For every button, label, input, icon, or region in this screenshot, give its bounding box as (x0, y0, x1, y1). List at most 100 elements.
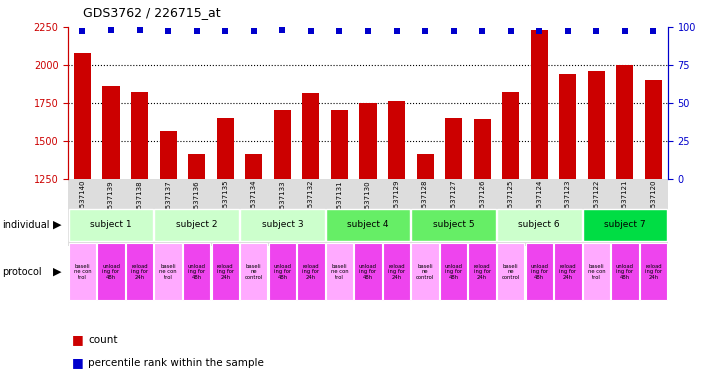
Point (162, 28, 174, 35)
Text: subject 2: subject 2 (176, 220, 218, 229)
Bar (297, 243, 325, 300)
Text: subject 5: subject 5 (433, 220, 475, 229)
Point (248, 28, 259, 35)
Bar (74, 53, 91, 368)
Text: unload
ing for
48h: unload ing for 48h (359, 264, 377, 280)
Bar (98, 243, 125, 300)
Text: reload
ing for
24h: reload ing for 24h (217, 264, 234, 280)
Bar (645, 80, 662, 368)
Bar (559, 74, 577, 368)
Bar (269, 243, 296, 300)
Bar (611, 243, 638, 300)
Point (648, 28, 659, 35)
Point (391, 28, 402, 35)
Bar (388, 101, 405, 368)
Bar (212, 243, 239, 300)
Point (106, 27, 117, 33)
Text: count: count (88, 335, 118, 345)
Point (477, 28, 488, 35)
Text: reload
ing for
24h: reload ing for 24h (388, 264, 405, 280)
Bar (502, 92, 519, 368)
Bar (616, 65, 633, 368)
Text: subject 7: subject 7 (604, 220, 645, 229)
Text: subject 1: subject 1 (90, 220, 132, 229)
Text: unload
ing for
48h: unload ing for 48h (531, 264, 549, 280)
Point (591, 28, 602, 35)
Point (448, 28, 460, 35)
Bar (331, 110, 348, 368)
Bar (497, 243, 524, 300)
Bar (360, 103, 376, 368)
Bar (188, 154, 205, 368)
Point (276, 27, 288, 33)
Text: baseli
ne
control: baseli ne control (416, 264, 434, 280)
Point (362, 28, 373, 35)
Bar (103, 86, 120, 368)
Bar (246, 154, 262, 368)
Bar (445, 118, 462, 368)
Text: baseli
ne
control: baseli ne control (502, 264, 520, 280)
Point (562, 28, 574, 35)
Bar (326, 243, 353, 300)
Point (505, 28, 516, 35)
Text: baseli
ne con
trol: baseli ne con trol (330, 264, 348, 280)
Point (191, 28, 202, 35)
Text: unload
ing for
48h: unload ing for 48h (274, 264, 292, 280)
Bar (69, 243, 96, 300)
Bar (383, 243, 410, 300)
Text: unload
ing for
48h: unload ing for 48h (102, 264, 120, 280)
Text: reload
ing for
24h: reload ing for 24h (474, 264, 490, 280)
Point (419, 28, 431, 35)
Text: subject 3: subject 3 (261, 220, 303, 229)
Bar (554, 243, 582, 300)
Text: ▶: ▶ (52, 266, 61, 277)
Point (305, 28, 317, 35)
Bar (583, 209, 667, 240)
Text: baseli
ne con
trol: baseli ne con trol (159, 264, 177, 280)
Text: ■: ■ (72, 356, 83, 369)
Bar (416, 154, 434, 368)
Bar (217, 118, 234, 368)
Bar (302, 93, 320, 368)
Bar (154, 209, 239, 240)
Text: unload
ing for
48h: unload ing for 48h (616, 264, 634, 280)
Text: unload
ing for
48h: unload ing for 48h (444, 264, 462, 280)
Bar (274, 110, 291, 368)
Text: individual: individual (2, 220, 50, 230)
Bar (411, 243, 439, 300)
Bar (354, 243, 382, 300)
Bar (588, 71, 605, 368)
Bar (531, 30, 548, 368)
Text: GDS3762 / 226715_at: GDS3762 / 226715_at (83, 6, 220, 19)
Bar (497, 209, 582, 240)
Text: ■: ■ (72, 333, 83, 346)
Bar (183, 243, 210, 300)
Bar (154, 243, 182, 300)
Bar (326, 209, 410, 240)
Bar (126, 243, 153, 300)
Text: baseli
ne
control: baseli ne control (245, 264, 263, 280)
Bar (131, 92, 148, 368)
Point (334, 28, 345, 35)
Text: reload
ing for
24h: reload ing for 24h (645, 264, 662, 280)
Point (533, 28, 545, 35)
Text: reload
ing for
24h: reload ing for 24h (131, 264, 148, 280)
Text: unload
ing for
48h: unload ing for 48h (187, 264, 205, 280)
Text: reload
ing for
24h: reload ing for 24h (559, 264, 577, 280)
Text: ▶: ▶ (52, 220, 61, 230)
Bar (474, 119, 490, 368)
Point (77, 28, 88, 35)
Text: protocol: protocol (2, 266, 42, 277)
Bar (411, 209, 496, 240)
Text: baseli
ne con
trol: baseli ne con trol (587, 264, 605, 280)
Text: subject 4: subject 4 (348, 220, 388, 229)
Bar (583, 243, 610, 300)
Bar (468, 243, 496, 300)
Bar (159, 131, 177, 368)
Bar (526, 243, 553, 300)
Bar (240, 243, 268, 300)
Bar (240, 209, 325, 240)
Text: subject 6: subject 6 (518, 220, 560, 229)
Point (220, 28, 231, 35)
Text: baseli
ne con
trol: baseli ne con trol (74, 264, 91, 280)
